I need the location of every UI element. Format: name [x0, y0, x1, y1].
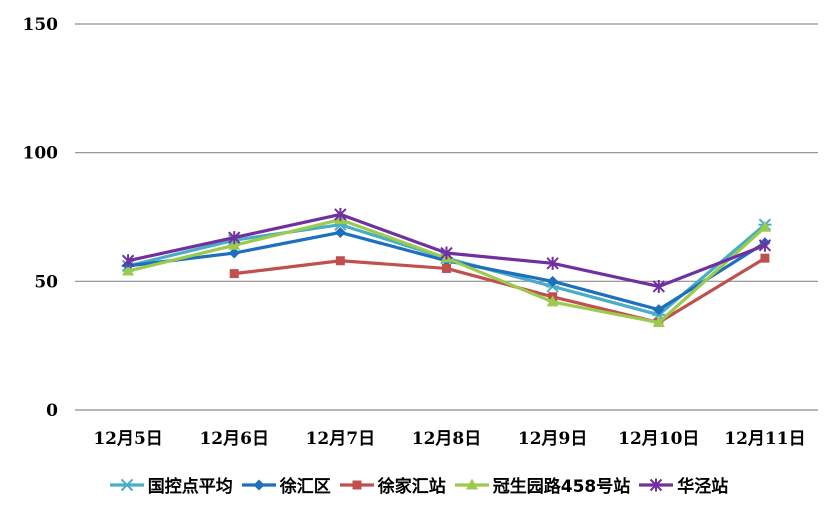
legend-item: 冠生园路458号站 [454, 472, 631, 497]
y-tick-label: 50 [34, 272, 58, 292]
y-tick-label: 0 [46, 401, 58, 421]
legend-marker [253, 479, 265, 490]
series-lines [121, 207, 772, 328]
legend-swatch [241, 479, 276, 490]
legend-marker [120, 478, 134, 491]
data-point [653, 304, 665, 316]
legend-label: 国控点平均 [147, 477, 233, 497]
y-axis-ticks: 0 50 100 150 [23, 15, 59, 421]
x-tick-label: 12月9日 [518, 429, 588, 449]
y-tick-label: 150 [23, 15, 59, 35]
x-tick-label: 12月11日 [724, 429, 805, 449]
x-tick-label: 12月8日 [412, 429, 482, 449]
data-point [546, 295, 559, 307]
legend-item: 国控点平均 [109, 472, 233, 497]
series-4 [121, 207, 772, 293]
legend-swatch [339, 480, 374, 489]
y-tick-label: 100 [23, 144, 59, 164]
legend-item: 徐家汇站 [339, 472, 446, 497]
data-point [760, 253, 770, 263]
legend-label: 徐汇区 [279, 477, 331, 497]
data-point [335, 256, 345, 266]
data-point [652, 279, 665, 293]
legend-item: 华泾站 [638, 472, 728, 497]
gridlines [75, 23, 818, 411]
legend-label: 华泾站 [677, 477, 729, 497]
data-point [546, 256, 559, 270]
legend-label: 徐家汇站 [377, 477, 446, 497]
legend-label: 冠生园路458号站 [492, 477, 631, 497]
x-tick-label: 12月10日 [618, 429, 699, 449]
data-point [758, 238, 772, 252]
data-point [547, 275, 559, 287]
data-point [228, 247, 240, 259]
legend-swatch [454, 478, 489, 489]
data-point [334, 207, 347, 221]
x-axis-ticks: 12月5日 12月6日 12月7日 12月8日 12月9日 12月10日 12月11日 [93, 429, 805, 449]
legend: 国控点平均 徐汇区 徐家汇站 冠生园路458号站 华泾站 [0, 472, 837, 497]
x-tick-label: 12月6日 [199, 429, 269, 449]
data-point [652, 316, 665, 328]
series-line [234, 256, 766, 325]
data-point [228, 231, 241, 245]
legend-marker [465, 478, 478, 489]
legend-marker [352, 480, 362, 489]
data-point [442, 263, 451, 273]
data-point [334, 226, 346, 238]
data-point [229, 269, 239, 279]
data-point [122, 264, 135, 276]
legend-swatch [109, 478, 144, 491]
legend-marker [650, 478, 663, 491]
x-tick-label: 12月7日 [306, 429, 376, 449]
data-point [758, 220, 771, 232]
legend-item: 徐汇区 [241, 472, 331, 497]
data-point [440, 246, 453, 260]
data-point [121, 254, 135, 268]
legend-swatch [639, 478, 674, 491]
line-chart: 0 50 100 150 12月5日 12月6日 12月7日 12月8日 12月9日 12月10… [23, 15, 818, 449]
data-point [228, 238, 241, 250]
x-tick-label: 12月5日 [93, 429, 163, 449]
